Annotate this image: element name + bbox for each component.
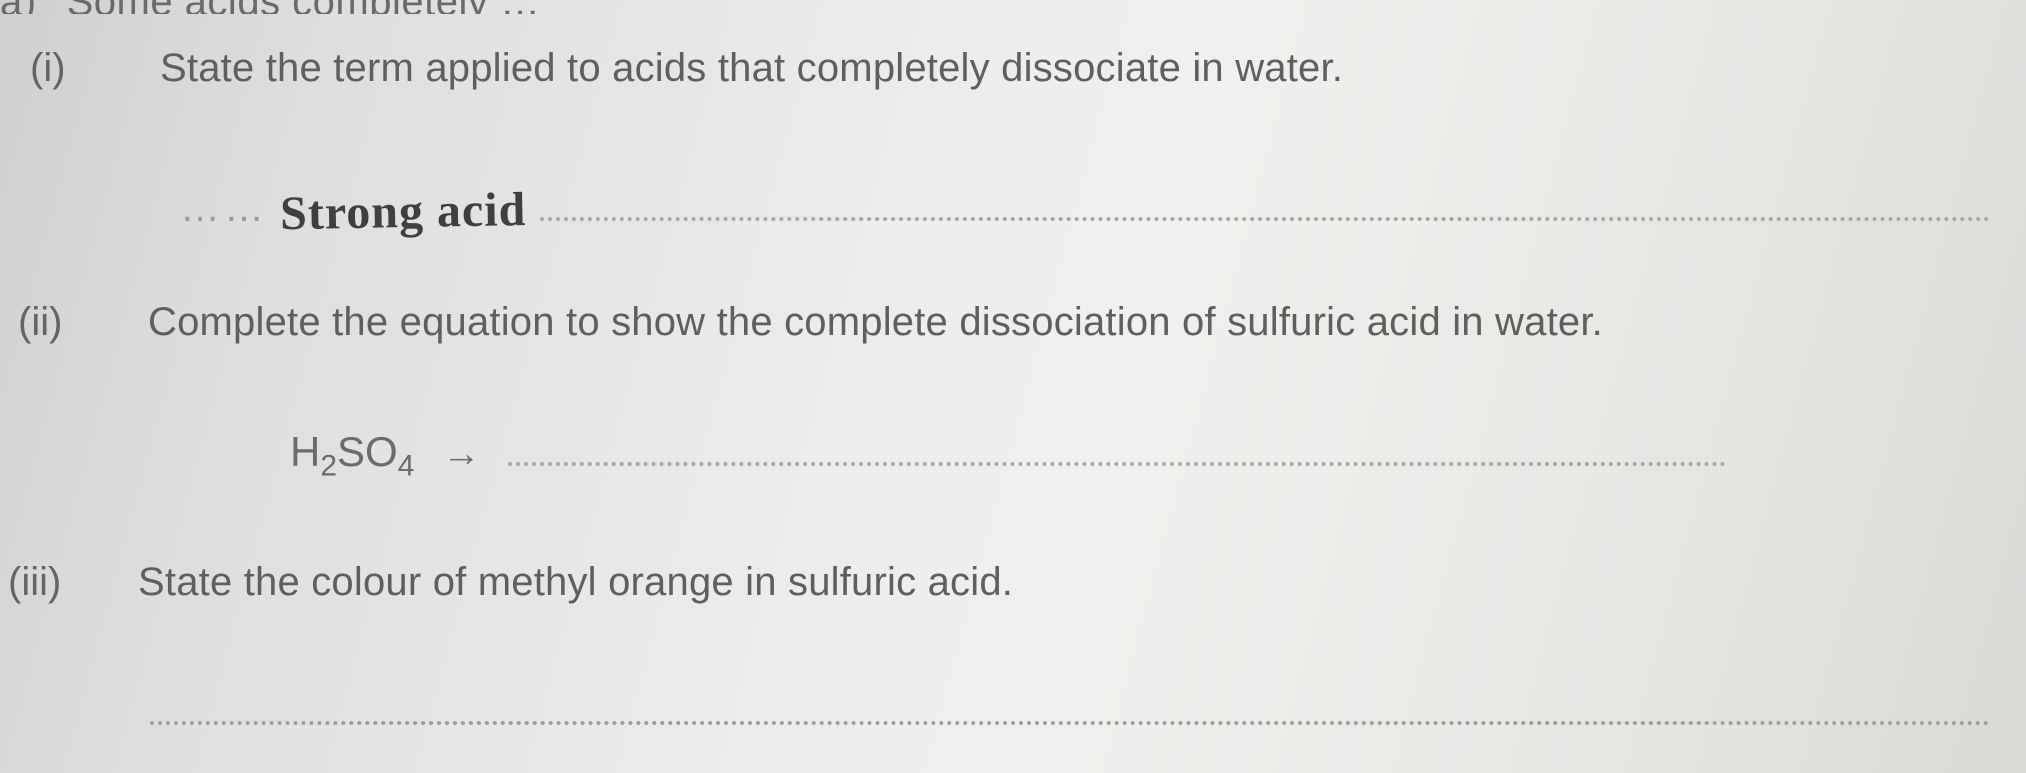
q3-answer-line[interactable] [150,720,1990,725]
q1-lead-dots: …… [180,186,280,231]
q1-handwritten-answer: Strong acid [280,182,541,242]
q2-prompt: Complete the equation to show the comple… [148,300,1603,345]
formula-sub-2a: 2 [320,449,337,482]
q1-answer-line[interactable] [540,216,1990,221]
q2-formula: H2SO4 [290,428,414,476]
q3-prompt: State the colour of methyl orange in sul… [138,560,1013,605]
formula-SO: SO [337,428,398,475]
q2-answer-line[interactable] [508,461,1726,466]
q1-prompt: State the term applied to acids that com… [160,46,1343,91]
roman-ii: (ii) [0,300,148,345]
formula-H: H [290,428,320,475]
roman-i: (i) [0,46,160,91]
formula-sub-4: 4 [398,449,415,482]
reaction-arrow: → [414,433,508,476]
roman-iii: (iii) [0,560,138,605]
part-label-a: a) [0,0,37,14]
top-partial-text: Some acids completely … [37,0,541,14]
